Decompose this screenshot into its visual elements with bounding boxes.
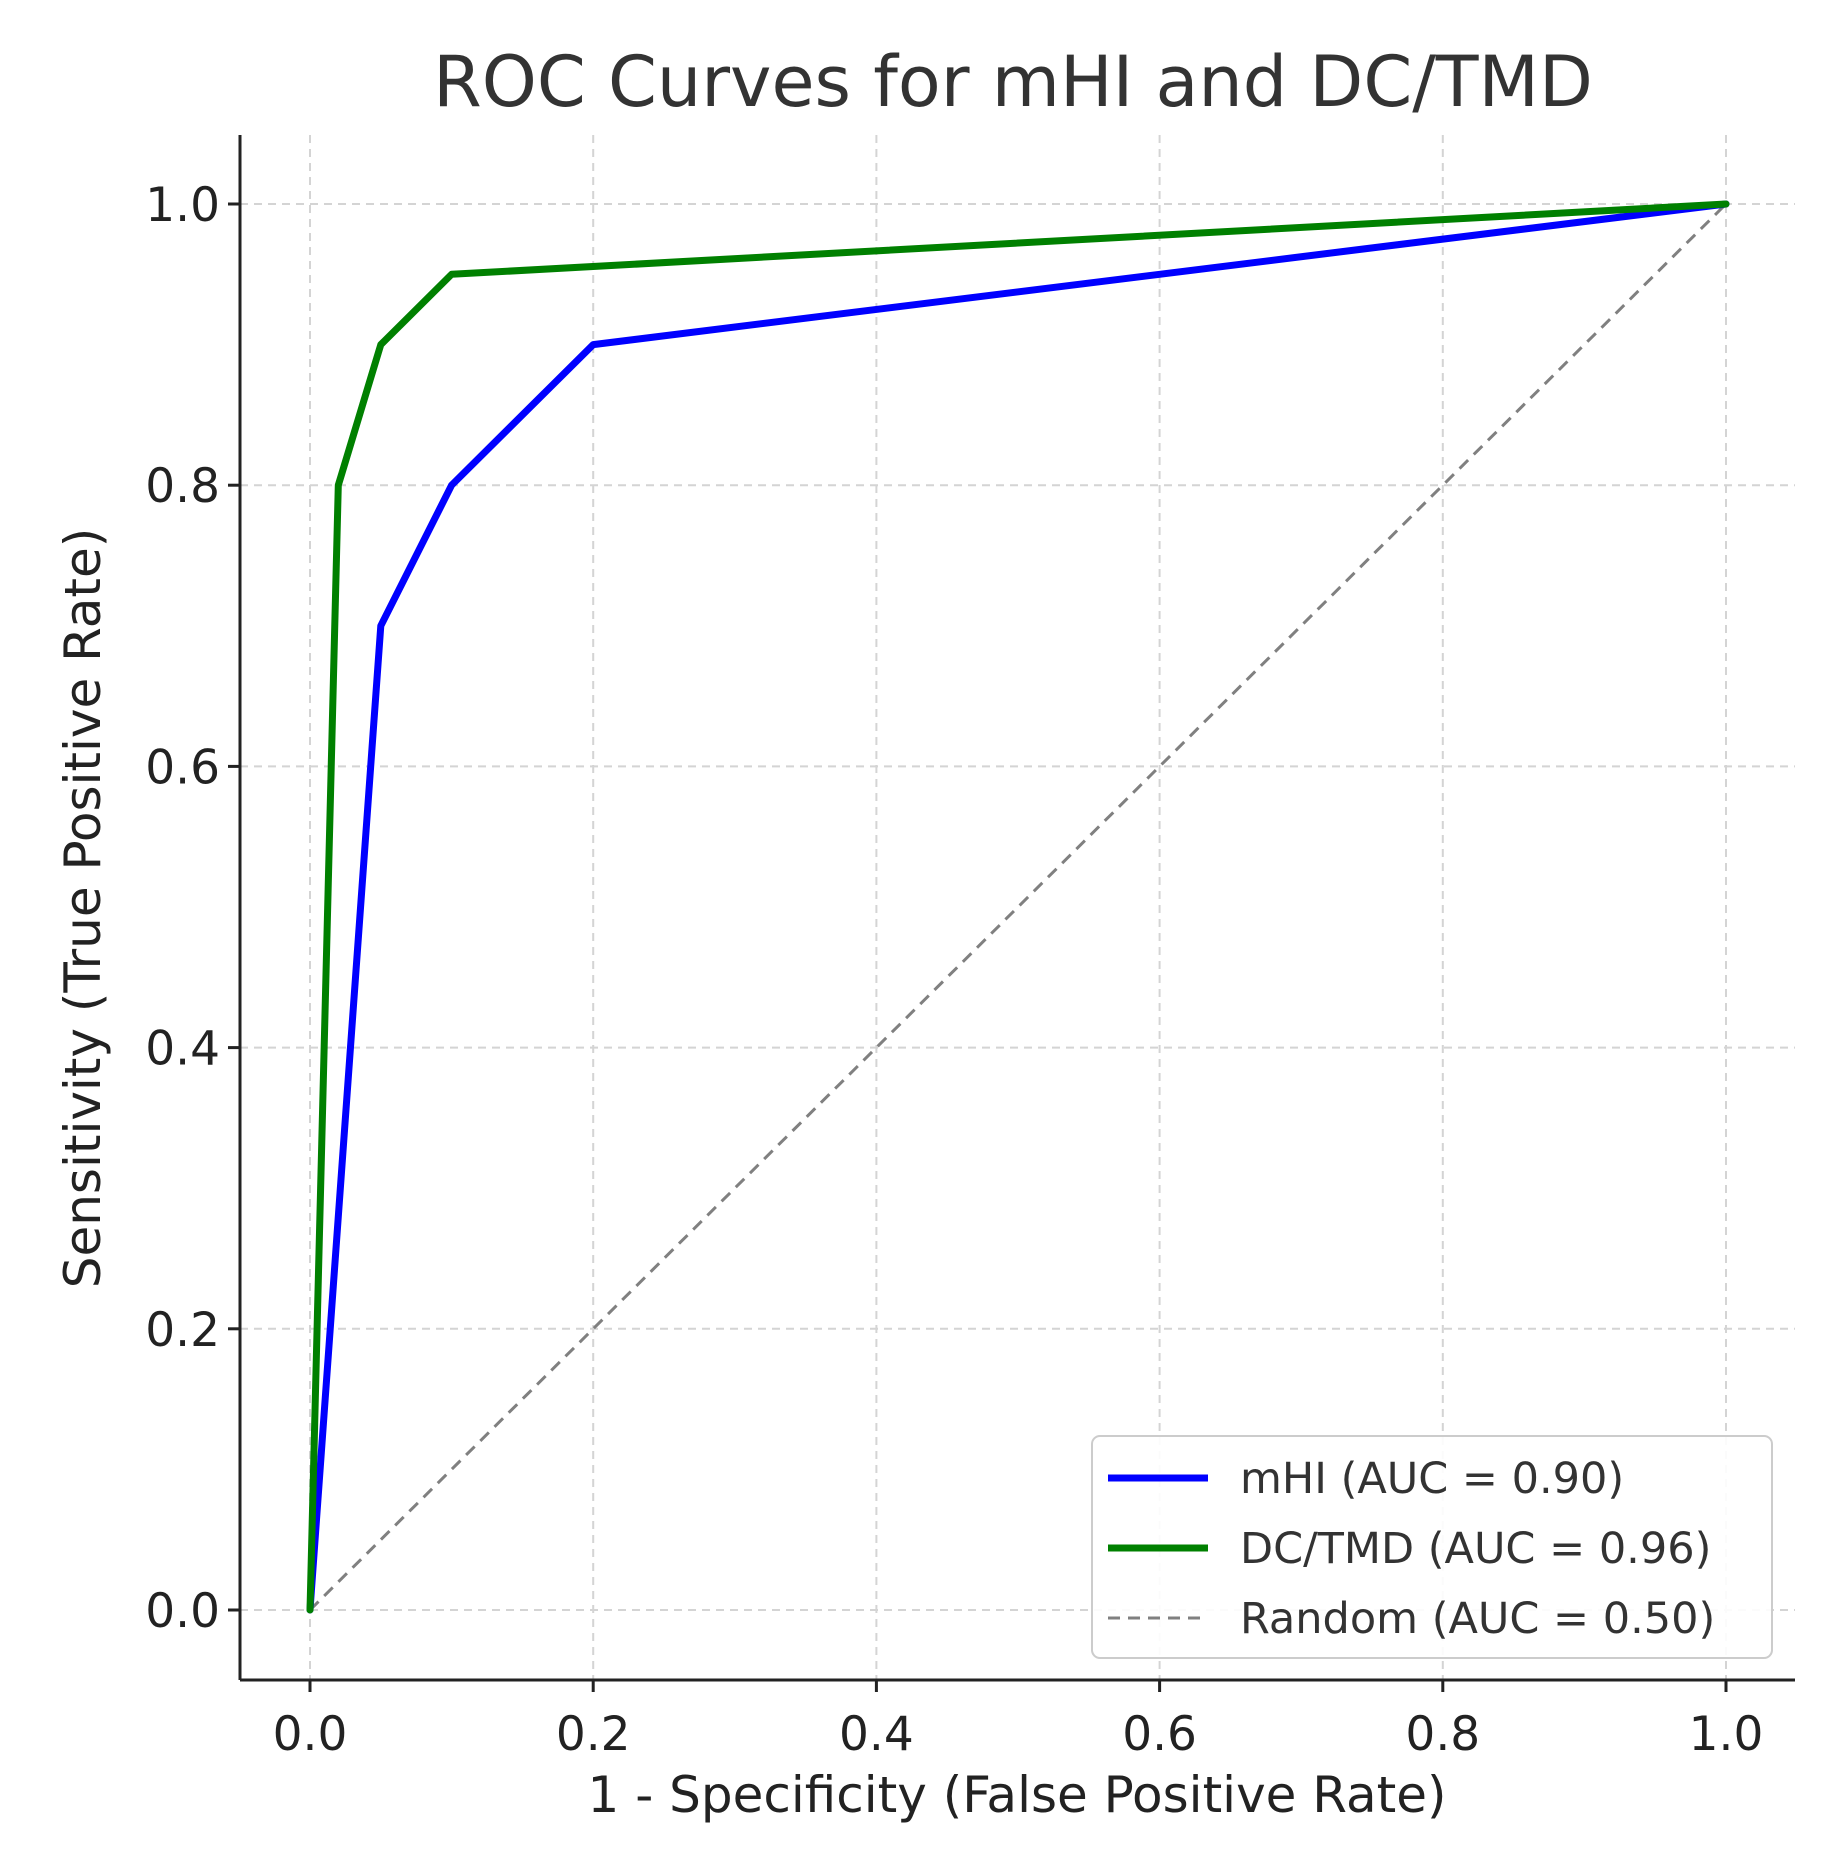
y-axis-label: Sensitivity (True Positive Rate) <box>54 528 112 1289</box>
series-line-1 <box>306 200 1730 1614</box>
x-tick-label: 1.0 <box>1689 1707 1764 1762</box>
y-tick-label: 0.0 <box>145 1584 220 1639</box>
x-tick-label: 0.0 <box>273 1707 348 1762</box>
y-tick-label: 1.0 <box>145 178 220 233</box>
series-line-2 <box>308 202 1728 1612</box>
series-lines <box>306 200 1730 1614</box>
y-tick-label: 0.8 <box>145 459 220 514</box>
legend-label: mHI (AUC = 0.90) <box>1240 1454 1624 1504</box>
y-ticks: 0.0 0.2 0.4 0.6 0.8 1.0 <box>145 178 240 1639</box>
y-tick-label: 0.2 <box>145 1303 220 1358</box>
legend-box <box>1091 1435 1773 1659</box>
x-ticks: 0.0 0.2 0.4 0.6 0.8 1.0 <box>273 1680 1764 1762</box>
x-tick-label: 0.2 <box>556 1707 631 1762</box>
x-tick-label: 0.6 <box>1122 1707 1197 1762</box>
x-tick-label: 0.8 <box>1405 1707 1480 1762</box>
legend-label: DC/TMD (AUC = 0.96) <box>1240 1524 1711 1574</box>
legend-label: Random (AUC = 0.50) <box>1240 1594 1715 1644</box>
grid <box>240 135 1795 1680</box>
legend: mHI (AUC = 0.90) DC/TMD (AUC = 0.96) Rando… <box>1091 1435 1773 1659</box>
x-axis-label: 1 - Specificity (False Positive Rate) <box>588 1766 1447 1824</box>
series-line-0 <box>306 200 1730 1614</box>
y-tick-label: 0.4 <box>145 1022 220 1077</box>
x-tick-label: 0.4 <box>839 1707 914 1762</box>
y-tick-label: 0.6 <box>145 740 220 795</box>
chart-title: ROC Curves for mHI and DC/TMD <box>433 41 1593 123</box>
